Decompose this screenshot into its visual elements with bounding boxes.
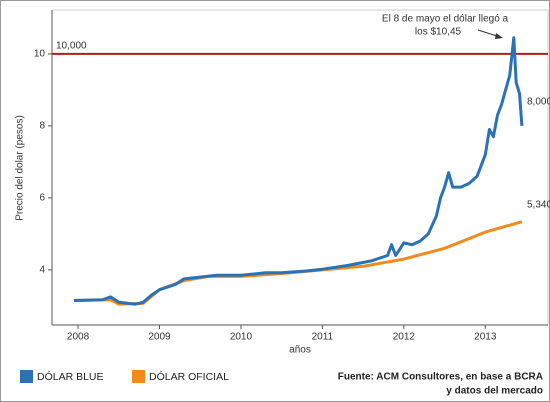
y-tick-label: 8 bbox=[39, 121, 45, 132]
x-tick-label: 2010 bbox=[230, 332, 253, 343]
legend-swatch bbox=[132, 370, 145, 383]
annotation: El 8 de mayo el dólar llegó a bbox=[382, 14, 509, 25]
end-label: 5,340 bbox=[527, 200, 550, 211]
hline-label: 10,000 bbox=[56, 41, 87, 52]
y-tick-label: 4 bbox=[39, 265, 45, 276]
legend-swatch bbox=[20, 370, 33, 383]
x-tick-label: 2011 bbox=[312, 332, 334, 343]
source: y datos del mercado bbox=[446, 386, 543, 397]
arrow-head bbox=[495, 33, 503, 39]
series-line bbox=[73, 36, 524, 306]
x-tick-label: 2013 bbox=[474, 332, 497, 343]
x-tick-label: 2008 bbox=[67, 332, 90, 343]
y-tick-label: 10 bbox=[34, 49, 46, 60]
x-tick-label: 2009 bbox=[148, 332, 171, 343]
legend: DÓLAR BLUE DÓLAR OFICIAL bbox=[20, 370, 229, 383]
y-axis-label: Precio del dolar (pesos) bbox=[15, 115, 26, 221]
legend-label: DÓLAR BLUE bbox=[37, 370, 104, 383]
y-tick-label: 6 bbox=[39, 193, 45, 204]
source: Fuente: ACM Consultores, en base a BCRA bbox=[338, 372, 543, 383]
legend-label: DÓLAR OFICIAL bbox=[149, 370, 229, 383]
end-label: 8,000 bbox=[527, 97, 550, 108]
x-tick-label: 2012 bbox=[393, 332, 416, 343]
annotation: los $10,45 bbox=[415, 27, 462, 38]
x-axis-label: años bbox=[289, 345, 311, 356]
